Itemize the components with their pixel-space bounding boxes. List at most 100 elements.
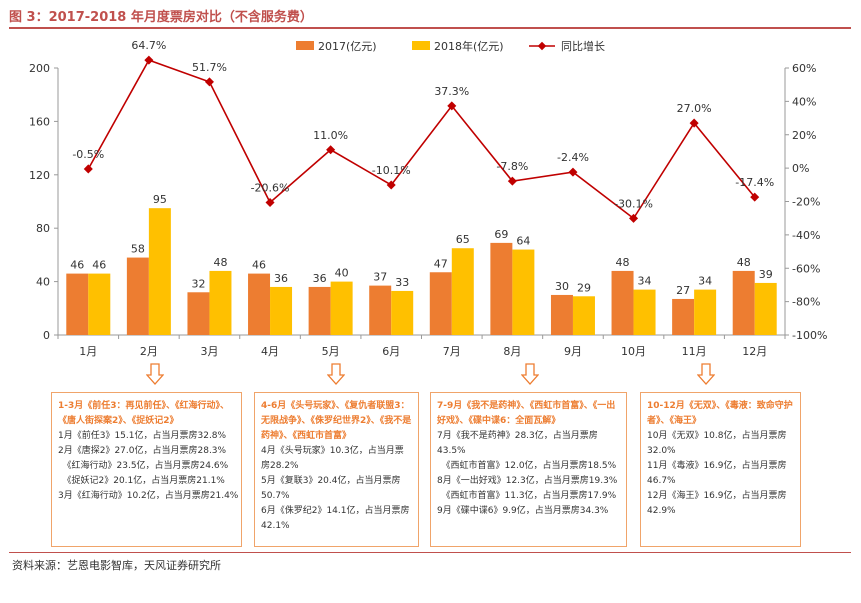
y-left-tick-label: 120 [29,169,50,182]
bar-2018-label: 48 [213,256,227,269]
y-right-tick-label: 0% [792,162,809,175]
panel-line: 7月《我不是药神》28.3亿，占当月票房43.5% [437,431,598,456]
down-arrow-icon [327,363,345,385]
growth-label: -17.4% [735,176,774,189]
growth-point [326,145,336,155]
x-tick-label: 1月 [79,345,97,358]
y-right-tick-label: 40% [792,95,816,108]
bar-2018 [148,208,171,335]
growth-label: -30.1% [614,197,653,210]
bar-2018 [694,289,717,335]
panel-q3: 7-9月《我不是药神》、《西虹市首富》、《一出好戏》、《碟中谍6：全面瓦解》 7… [430,392,627,547]
bar-2017-label: 30 [555,280,569,293]
legend-swatch-2017 [296,41,314,50]
growth-label: 27.0% [677,102,712,115]
panel-q1: 1-3月《前任3：再见前任》、《红海行动》、《唐人街探案2》、《捉妖记2》 1月… [51,392,242,547]
legend-label-growth: 同比增长 [561,39,605,53]
growth-point [265,197,275,208]
y-right-tick-label: -80% [792,296,820,309]
legend-label-2017: 2017(亿元) [318,40,377,53]
down-arrow-icon [521,363,539,385]
bar-2017 [672,298,695,335]
bar-2017-label: 32 [191,277,205,290]
panel-heading: 10-12月《无双》、《毒液：致命守护者》、《海王》 [647,401,793,426]
bar-2017-label: 58 [131,243,145,256]
panel-line: 《西虹市首富》11.3亿，占当月票房17.9% [437,491,617,501]
bar-2017 [248,273,271,335]
y-left-tick-label: 80 [36,222,50,235]
bar-2018 [88,273,111,335]
panel-line: 11月《毒液》16.9亿，占当月票房46.7% [647,461,787,486]
y-left-tick-label: 40 [36,276,50,289]
growth-point [144,55,154,65]
bar-2018-label: 36 [274,272,288,285]
growth-label: 64.7% [131,39,166,52]
bar-2017 [187,292,210,335]
legend-swatch-2018 [412,41,430,50]
panel-q2: 4-6月《头号玩家》、《复仇者联盟3：无限战争》、《侏罗纪世界2》、《我不是药神… [254,392,419,547]
bar-2018 [209,270,232,335]
bar-2018 [633,289,656,335]
panel-line: 2月《唐探2》27.0亿，占当月票房28.3% [58,446,227,456]
bar-2018-label: 40 [335,267,349,280]
bar-2018 [391,290,414,335]
growth-line [87,59,756,220]
bar-2018 [512,249,535,335]
down-arrow-icon [697,363,715,385]
panel-heading: 1-3月《前任3：再见前任》、《红海行动》、《唐人街探案2》、《捉妖记2》 [58,401,230,426]
bar-2017-label: 46 [252,259,266,272]
x-tick-label: 4月 [261,345,279,358]
bar-2017-label: 69 [494,228,508,241]
bar-2017-label: 36 [313,272,327,285]
x-tick-label: 5月 [322,345,340,358]
bar-2017-label: 48 [737,256,751,269]
bar-2017-label: 46 [70,259,84,272]
bar-2017 [308,286,331,335]
bar-2018 [270,286,293,335]
bar-2017 [550,294,573,335]
y-left-tick-label: 0 [43,329,50,342]
y-left-tick-label: 160 [29,115,50,128]
bar-2018-label: 64 [516,235,530,248]
bar-2017 [732,270,755,335]
y-right-tick-label: -40% [792,229,820,242]
y-right-tick-label: 20% [792,129,816,142]
panel-line: 《捉妖记2》20.1亿，占当月票房21.1% [58,476,225,486]
y-right-tick-label: 60% [792,62,816,75]
top-rule [9,27,851,29]
panel-line: 5月《复联3》20.4亿，占当月票房50.7% [261,476,401,501]
panel-line: 12月《海王》16.9亿，占当月票房42.9% [647,491,787,516]
growth-point [568,167,578,177]
growth-point [447,101,457,111]
panel-line: 《西虹市首富》12.0亿，占当月票房18.5% [437,461,617,471]
bottom-rule [9,552,851,553]
y-left-tick-label: 200 [29,62,50,75]
x-tick-label: 6月 [382,345,400,358]
growth-label: -7.8% [496,160,528,173]
bar-2018-label: 33 [395,276,409,289]
x-tick-label: 12月 [742,345,767,358]
growth-label: 11.0% [313,129,348,142]
figure-title: 图 3：2017-2018 年月度票房对比（不含服务费） [9,10,313,25]
x-tick-label: 10月 [621,345,646,358]
bar-2017 [490,242,513,335]
x-tick-label: 7月 [443,345,461,358]
bar-2018 [330,281,353,335]
bar-2018-label: 46 [92,259,106,272]
x-tick-label: 8月 [503,345,521,358]
source-note: 资料来源：艺恩电影智库，天风证券研究所 [12,559,221,572]
panel-heading: 7-9月《我不是药神》、《西虹市首富》、《一出好戏》、《碟中谍6：全面瓦解》 [437,401,616,426]
y-right-tick-label: -100% [792,329,827,342]
bar-2017-label: 27 [676,284,690,297]
down-arrow-icon [146,363,164,385]
y-right-tick-label: -20% [792,196,820,209]
growth-label: 37.3% [434,85,469,98]
panel-heading: 4-6月《头号玩家》、《复仇者联盟3：无限战争》、《侏罗纪世界2》、《我不是药神… [261,401,412,441]
bar-2018 [451,248,474,335]
panel-line: 10月《无双》10.8亿，占当月票房32.0% [647,431,787,456]
x-tick-label: 9月 [564,345,582,358]
panel-line: 6月《侏罗纪2》14.1亿，占当月票房42.1% [261,506,410,531]
bar-2018 [572,296,595,335]
bar-2017-label: 37 [373,271,387,284]
legend-label-2018: 2018年(亿元) [434,39,504,53]
